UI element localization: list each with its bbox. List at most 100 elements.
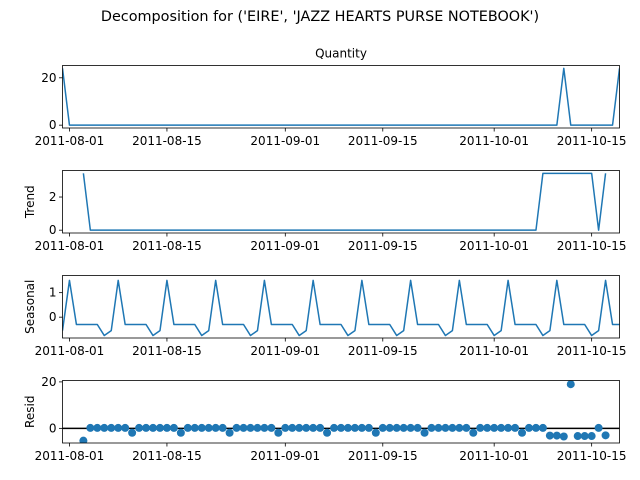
- resid-point: [601, 431, 610, 440]
- resid-point: [399, 423, 408, 432]
- resid-point: [392, 423, 401, 432]
- y-tick-label: 2: [49, 190, 57, 204]
- x-tick-label: 2011-09-01: [250, 134, 320, 148]
- resid-point: [434, 423, 443, 432]
- x-tick-label: 2011-08-15: [132, 449, 202, 463]
- resid-point: [427, 423, 436, 432]
- resid-point: [190, 423, 199, 432]
- y-tick-label: 20: [41, 375, 56, 389]
- resid-point: [524, 423, 533, 432]
- resid-point: [239, 423, 248, 432]
- resid-point: [225, 428, 234, 437]
- resid-point: [552, 431, 561, 440]
- resid-point: [441, 423, 450, 432]
- x-tick-label: 2011-08-01: [35, 344, 105, 358]
- resid-point: [566, 380, 575, 389]
- x-tick-label: 2011-09-01: [250, 239, 320, 253]
- y-axis-label: Resid: [23, 396, 37, 428]
- axes-frame: [62, 170, 620, 234]
- resid-point: [169, 423, 178, 432]
- panel-title: Quantity: [315, 47, 367, 61]
- x-tick-label: 2011-09-15: [348, 449, 418, 463]
- resid-point: [337, 423, 345, 432]
- x-tick-label: 2011-08-15: [132, 239, 202, 253]
- resid-point: [121, 423, 130, 432]
- resid-point: [309, 423, 318, 432]
- figure-suptitle: Decomposition for ('EIRE', 'JAZZ HEARTS …: [101, 9, 539, 25]
- y-tick-label: 0: [49, 118, 57, 132]
- resid-point: [448, 423, 457, 432]
- y-tick-label: 0: [49, 421, 57, 435]
- resid-point: [323, 428, 332, 437]
- resid-point: [385, 423, 394, 432]
- resid-point: [204, 423, 213, 432]
- resid-point: [573, 432, 582, 441]
- x-tick-label: 2011-09-15: [348, 134, 418, 148]
- resid-point: [364, 423, 373, 432]
- panel-4: Resid 0 20 2011-08-01 2011-08-15 2011-09-01 20…: [23, 375, 627, 463]
- x-tick-label: 2011-08-15: [132, 134, 202, 148]
- y-axis-label: Seasonal: [23, 280, 37, 334]
- y-tick-label: 1: [49, 286, 57, 300]
- x-tick-label: 2011-09-01: [250, 449, 320, 463]
- resid-point: [267, 423, 276, 432]
- resid-point: [587, 432, 596, 441]
- x-tick-label: 2011-10-01: [459, 344, 529, 358]
- y-tick-label: 20: [41, 71, 56, 85]
- plot-area: [62, 380, 620, 443]
- resid-point: [316, 423, 325, 432]
- resid-point: [531, 423, 540, 432]
- resid-point: [114, 423, 123, 432]
- x-tick-label: 2011-10-01: [459, 134, 529, 148]
- resid-point: [86, 423, 95, 432]
- resid-point: [357, 423, 366, 432]
- y-tick-label: 0: [49, 310, 57, 324]
- series-line: [62, 67, 620, 126]
- x-tick-label: 2011-10-15: [557, 239, 627, 253]
- resid-point: [406, 423, 415, 432]
- resid-point: [594, 423, 603, 432]
- axes-frame: [62, 275, 620, 339]
- x-tick-label: 2011-08-15: [132, 344, 202, 358]
- y-tick-label: 0: [49, 223, 57, 237]
- x-tick-label: 2011-09-01: [250, 344, 320, 358]
- resid-point: [559, 432, 568, 441]
- resid-point: [176, 428, 185, 437]
- resid-point: [476, 423, 485, 432]
- resid-point: [545, 431, 554, 440]
- resid-point: [378, 423, 387, 432]
- panel-2: Trend 0 2 2011-08-01 2011-08-15 2011-09-01 201…: [23, 170, 627, 253]
- seasonal-line: [62, 279, 620, 337]
- resid-point: [232, 423, 241, 432]
- resid-point: [107, 423, 116, 432]
- resid-point: [93, 423, 102, 432]
- resid-point: [162, 423, 171, 432]
- y-axis-label: Trend: [23, 185, 37, 219]
- resid-point: [371, 428, 380, 437]
- resid-point: [149, 423, 158, 432]
- x-tick-label: 2011-10-01: [459, 449, 529, 463]
- x-tick-label: 2011-10-15: [557, 449, 627, 463]
- resid-point: [197, 423, 206, 432]
- resid-point: [497, 423, 506, 432]
- resid-point: [483, 423, 492, 432]
- x-tick-label: 2011-09-15: [348, 344, 418, 358]
- x-tick-label: 2011-09-15: [348, 239, 418, 253]
- resid-point: [350, 423, 359, 432]
- resid-point: [455, 423, 464, 432]
- resid-point: [274, 428, 283, 437]
- x-tick-label: 2011-08-01: [35, 449, 105, 463]
- series-line: [82, 172, 607, 231]
- panel-1: Quantity 0 20 2011-08-01 2011-08-15 2011-09-0…: [35, 47, 627, 149]
- resid-point: [413, 423, 422, 432]
- resid-point: [79, 436, 88, 443]
- resid-point: [343, 423, 352, 432]
- plot-area: [62, 279, 620, 337]
- x-tick-label: 2011-10-01: [459, 239, 529, 253]
- resid-point: [246, 423, 255, 432]
- resid-point: [128, 428, 137, 437]
- resid-point: [420, 428, 429, 437]
- x-tick-label: 2011-08-01: [35, 134, 105, 148]
- resid-point: [218, 423, 227, 432]
